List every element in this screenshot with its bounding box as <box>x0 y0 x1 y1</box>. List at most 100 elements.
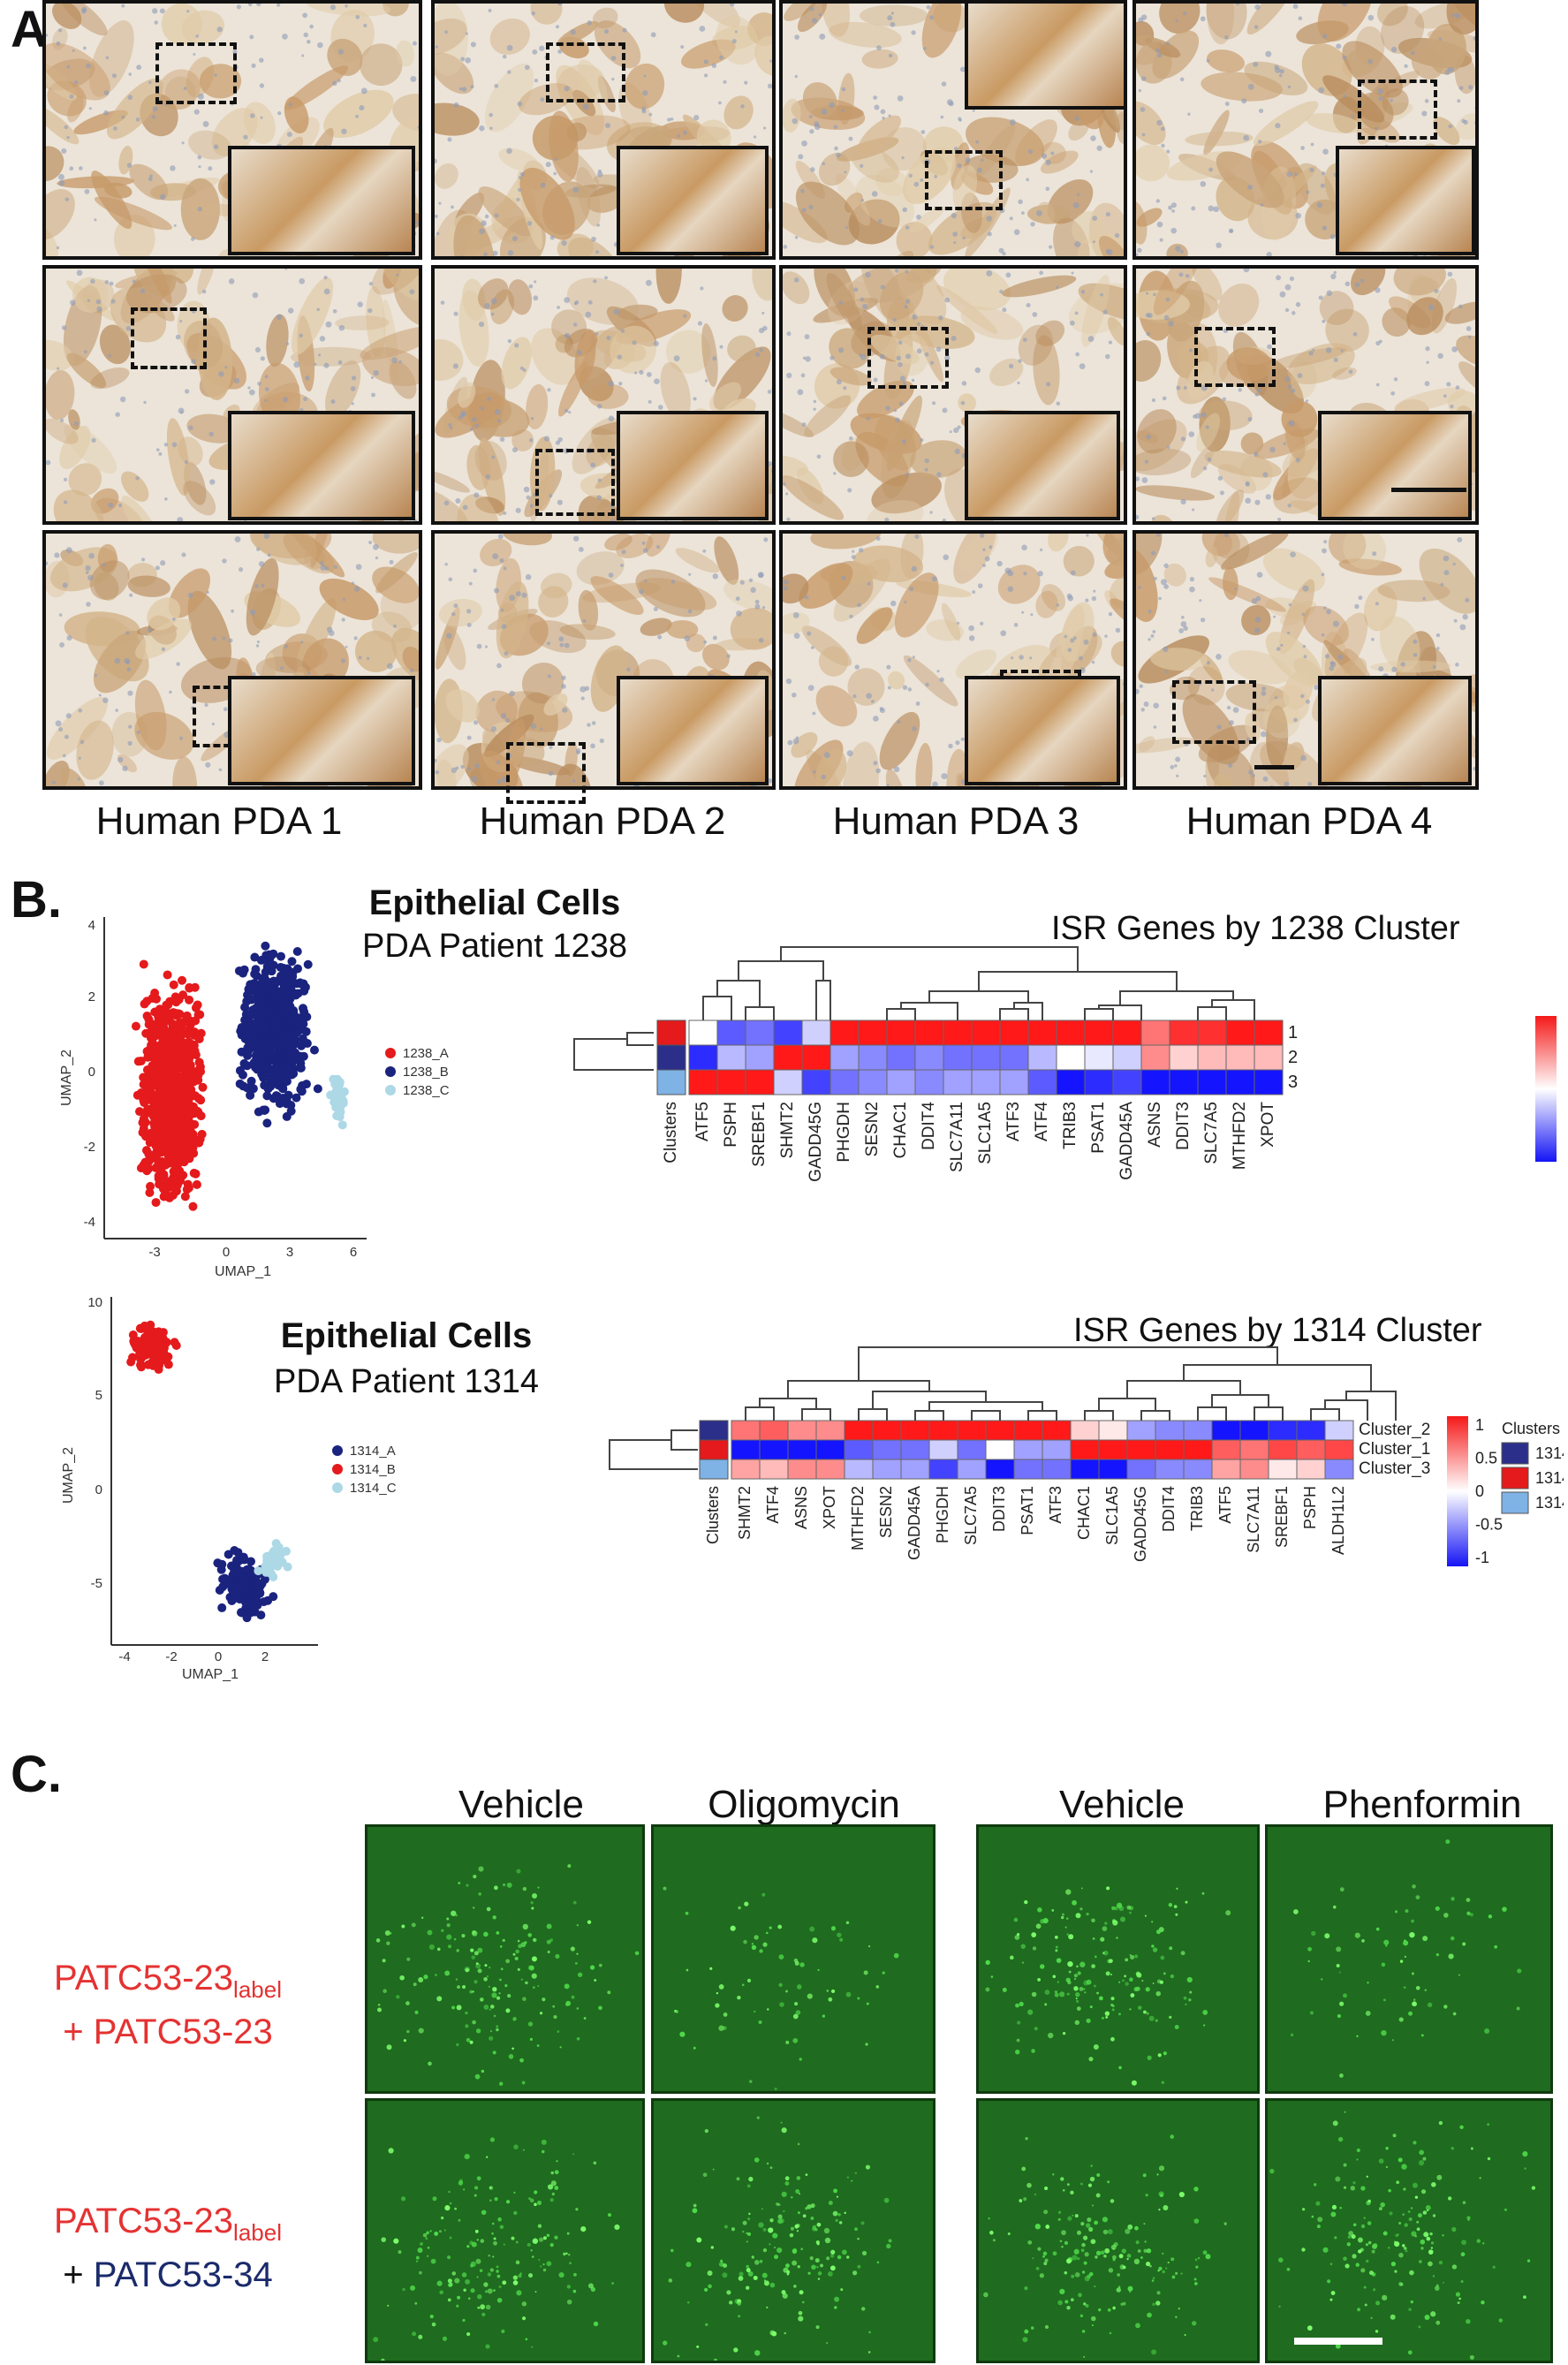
umap-1314-plot: 10 5 0 -5 -4 -2 0 2 UMAP_1 UMAP_2 <box>61 1295 318 1682</box>
umap-point <box>169 980 178 989</box>
gene-label: SLC1A5 <box>976 1102 995 1164</box>
c-row1-second: + PATC53-23 <box>63 2013 273 2051</box>
umap-point <box>261 1562 270 1572</box>
umap-point <box>239 1058 249 1068</box>
zoom-inset <box>617 411 769 520</box>
heatmap-cell <box>731 1420 761 1441</box>
umap-point <box>298 1034 307 1043</box>
umap-1314-ytick: 5 <box>95 1388 102 1403</box>
umap-point <box>267 993 276 1003</box>
umap-point <box>243 1592 253 1602</box>
cluster-legend-label: 1314_B <box>1535 1469 1564 1488</box>
umap-point <box>136 1362 146 1372</box>
umap-point <box>192 1179 201 1189</box>
gene-label: ATF4 <box>1033 1102 1051 1141</box>
gene-label: GADD45A <box>905 1486 923 1560</box>
heatmap-row-label: 3 <box>1288 1073 1298 1092</box>
umap-point <box>170 992 180 1002</box>
heatmap-cell <box>787 1439 817 1460</box>
umap-point <box>299 986 309 996</box>
heatmap-cell <box>1211 1459 1241 1480</box>
umap-point <box>269 1546 279 1556</box>
heatmap-cell <box>716 1020 746 1046</box>
scale-bar-c <box>1294 2338 1382 2345</box>
heatmap-cell <box>1084 1020 1114 1046</box>
umap-point <box>126 1357 136 1367</box>
gene-label: CHAC1 <box>1075 1486 1093 1540</box>
umap-point <box>261 941 270 951</box>
zoom-region-box <box>1358 80 1437 140</box>
dendrogram-branch <box>1183 1364 1372 1391</box>
umap-point <box>249 1060 259 1070</box>
c-header-vehicle-1: Vehicle <box>458 1783 584 1826</box>
umap-point <box>286 1057 296 1066</box>
zoom-inset <box>1318 676 1472 785</box>
umap-point <box>148 1041 158 1050</box>
umap-point <box>184 1068 193 1078</box>
dendrogram-branch <box>886 1008 916 1020</box>
umap-point <box>336 1107 345 1117</box>
umap-point <box>239 1552 248 1562</box>
heatmap-row-label: 1 <box>1288 1023 1298 1042</box>
heatmap-cell <box>1169 1020 1199 1046</box>
umap-point <box>193 1094 203 1103</box>
gene-label: SREBF1 <box>1273 1486 1291 1548</box>
gene-label: CHAC1 <box>891 1102 910 1158</box>
umap-point <box>167 1081 177 1091</box>
c-header-vehicle-2: Vehicle <box>1059 1783 1185 1826</box>
gene-label: ATF3 <box>1004 1102 1023 1141</box>
heatmap-cell <box>801 1069 831 1095</box>
umap-1238-legend: 1238_A 1238_B 1238_C <box>385 1046 450 1098</box>
heatmap-cell <box>759 1439 789 1460</box>
c-header-phenformin: Phenformin <box>1322 1783 1522 1826</box>
zoom-inset <box>228 411 415 520</box>
zoom-region-box <box>1172 680 1256 744</box>
umap-point <box>262 1091 272 1101</box>
heatmap-cell <box>1183 1439 1213 1460</box>
heatmap-cell <box>1254 1069 1284 1095</box>
cluster-annotation-cell <box>656 1069 686 1095</box>
dendrogram-branch <box>801 1408 831 1421</box>
legend-label: 1238_C <box>403 1083 450 1098</box>
umap-point <box>292 1093 301 1103</box>
gene-label: ASNS <box>792 1486 810 1529</box>
umap-point <box>154 1365 163 1375</box>
gene-label: SESN2 <box>863 1102 882 1156</box>
heatmap-cell <box>985 1420 1015 1441</box>
umap-point <box>262 1009 272 1019</box>
umap-1314-subtitle: PDA Patient 1314 <box>274 1363 539 1400</box>
heatmap-cell <box>1239 1439 1269 1460</box>
gene-label: GADD45A <box>1117 1102 1136 1180</box>
dendrogram-branch <box>1098 1004 1142 1020</box>
umap-point <box>279 1063 289 1073</box>
legend-dot-1314-b <box>332 1464 343 1474</box>
heatmap-cell <box>1027 1069 1057 1095</box>
heatmap-1238-title: ISR Genes by 1238 Cluster <box>1051 910 1460 947</box>
heatmap-cell <box>999 1020 1029 1046</box>
heatmap-cell <box>731 1459 761 1480</box>
gene-label: SLC7A5 <box>962 1486 980 1545</box>
umap-point <box>262 1551 272 1561</box>
umap-1314-xlabel: UMAP_1 <box>182 1667 239 1682</box>
umap-point <box>262 962 272 972</box>
dendrogram-branch <box>702 996 732 1020</box>
umap-point <box>256 955 266 965</box>
zoom-inset <box>228 146 415 255</box>
heatmap-cell <box>886 1044 916 1071</box>
gene-label: ASNS <box>1146 1102 1164 1148</box>
heatmap-cell <box>900 1439 930 1460</box>
fluorescence-image <box>976 2098 1260 2363</box>
heatmap-cell <box>872 1459 902 1480</box>
dendrogram-branch <box>1211 999 1255 1020</box>
heatmap-cell <box>1197 1020 1227 1046</box>
heatmap-cell <box>985 1459 1015 1480</box>
cluster-legend-label: 1314_A <box>1535 1444 1564 1463</box>
heatmap-cell <box>815 1420 845 1441</box>
heatmap-cell <box>1098 1420 1128 1441</box>
umap-point <box>191 1050 201 1060</box>
umap-point <box>171 1048 181 1057</box>
umap-point <box>191 1169 201 1179</box>
heatmap-row-label: Cluster_3 <box>1359 1459 1430 1478</box>
heatmap-cell <box>971 1069 1001 1095</box>
gene-label: PHGDH <box>835 1102 853 1163</box>
